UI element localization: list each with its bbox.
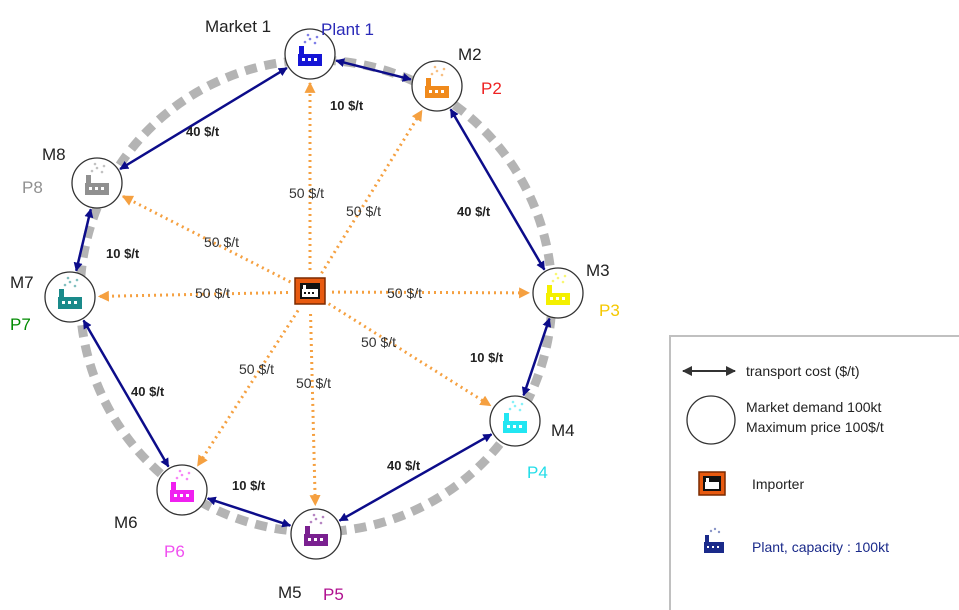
plant-label-m2: P2 — [481, 79, 502, 98]
market-label-m7: M7 — [10, 273, 34, 292]
importer-cost-m5: 50 $/t — [296, 375, 331, 391]
market-label-m5: M5 — [278, 583, 302, 602]
transport-links: 10 $/t 40 $/t 10 $/t 40 $/t 10 $/t 40 $/t 10 $… — [73, 58, 552, 528]
transport-cost-m2-m3: 40 $/t — [457, 204, 491, 219]
importer — [294, 277, 326, 305]
factory-icon — [503, 400, 527, 433]
transport-arrow-m2-m3 — [449, 108, 546, 271]
transport-cost-m5-m6: 10 $/t — [232, 478, 266, 493]
legend-importer-icon — [698, 471, 726, 496]
transport-arrow-m8-m1 — [119, 66, 288, 171]
legend-market-demand: Market demand 100kt — [746, 399, 882, 415]
importer-cost-m6: 50 $/t — [239, 361, 274, 377]
market-label-m3: M3 — [586, 261, 610, 280]
legend: transport cost ($/t) Market demand 100kt… — [669, 335, 959, 610]
importer-arrow-m6 — [196, 309, 300, 467]
transport-arrow-m7-m8 — [73, 208, 94, 272]
legend-plant-icon — [704, 527, 724, 553]
market-node-m1: Market 1 Plant 1 — [205, 17, 374, 80]
plant-label-m7: P7 — [10, 315, 31, 334]
importer-links: 50 $/t 50 $/t 50 $/t 50 $/t 50 $/t 50 $/t 50 $… — [97, 81, 531, 507]
factory-icon — [304, 513, 328, 546]
market-label-m6: M6 — [114, 513, 138, 532]
market-label-m2: M2 — [458, 45, 482, 64]
transport-arrow-m5-m6 — [206, 496, 292, 528]
transport-arrow-m4-m5 — [338, 433, 493, 522]
importer-factory-icon — [302, 285, 318, 297]
transport-cost-m1-m2: 10 $/t — [330, 98, 364, 113]
importer-arrow-m5 — [309, 313, 321, 507]
legend-market-price: Maximum price 100$/t — [746, 419, 884, 435]
plant-label-m1: Plant 1 — [321, 20, 374, 39]
market-node-m2: M2 P2 — [411, 45, 502, 112]
legend-importer-label: Importer — [752, 476, 804, 492]
factory-icon — [85, 162, 109, 195]
transport-cost-m8-m1: 40 $/t — [186, 124, 220, 139]
importer-cost-m7: 50 $/t — [195, 285, 230, 301]
plant-label-m4: P4 — [527, 463, 548, 482]
importer-cost-m8: 50 $/t — [204, 234, 239, 250]
factory-icon — [58, 276, 82, 309]
market-node-m4: M4 P4 — [489, 395, 575, 482]
plant-label-m6: P6 — [164, 542, 185, 561]
factory-icon — [425, 65, 449, 98]
market-label-m4: M4 — [551, 421, 575, 440]
plant-label-m3: P3 — [599, 301, 620, 320]
importer-cost-m2: 50 $/t — [346, 203, 381, 219]
market-node-m7: M7 P7 — [10, 271, 96, 334]
importer-cost-m3: 50 $/t — [387, 285, 422, 301]
market-node-m6: M6 P6 — [114, 464, 208, 561]
transport-cost-m7-m8: 10 $/t — [106, 246, 140, 261]
importer-cost-m4: 50 $/t — [361, 334, 396, 350]
transport-arrow-m6-m7 — [82, 319, 170, 468]
importer-cost-m1: 50 $/t — [289, 185, 324, 201]
market-label-m8: M8 — [42, 145, 66, 164]
legend-transport-label: transport cost ($/t) — [746, 363, 860, 379]
plant-label-m5: P5 — [323, 585, 344, 604]
transport-arrow-m3-m4 — [521, 317, 552, 397]
transport-arrow-m1-m2 — [335, 58, 412, 82]
factory-icon — [170, 469, 194, 502]
importer-arrow-m4 — [327, 302, 492, 407]
legend-plant-label: Plant, capacity : 100kt — [752, 539, 889, 555]
factory-icon — [546, 272, 570, 305]
importer-arrow-m3 — [331, 287, 531, 299]
transport-cost-m3-m4: 10 $/t — [470, 350, 504, 365]
importer-arrow-m8 — [121, 194, 292, 284]
transport-cost-m4-m5: 40 $/t — [387, 458, 421, 473]
importer-arrow-m7 — [97, 290, 289, 302]
transport-cost-m6-m7: 40 $/t — [131, 384, 165, 399]
market-node-m3: M3 P3 — [532, 261, 620, 320]
market-node-m5: M5 P5 — [278, 508, 344, 604]
legend-market-circle-icon — [686, 395, 736, 445]
plant-label-m8: P8 — [22, 178, 43, 197]
market-node-m8: M8 P8 — [22, 145, 123, 209]
importer-arrow-m2 — [320, 109, 424, 275]
factory-icon — [298, 33, 322, 66]
market-label-m1: Market 1 — [205, 17, 271, 36]
